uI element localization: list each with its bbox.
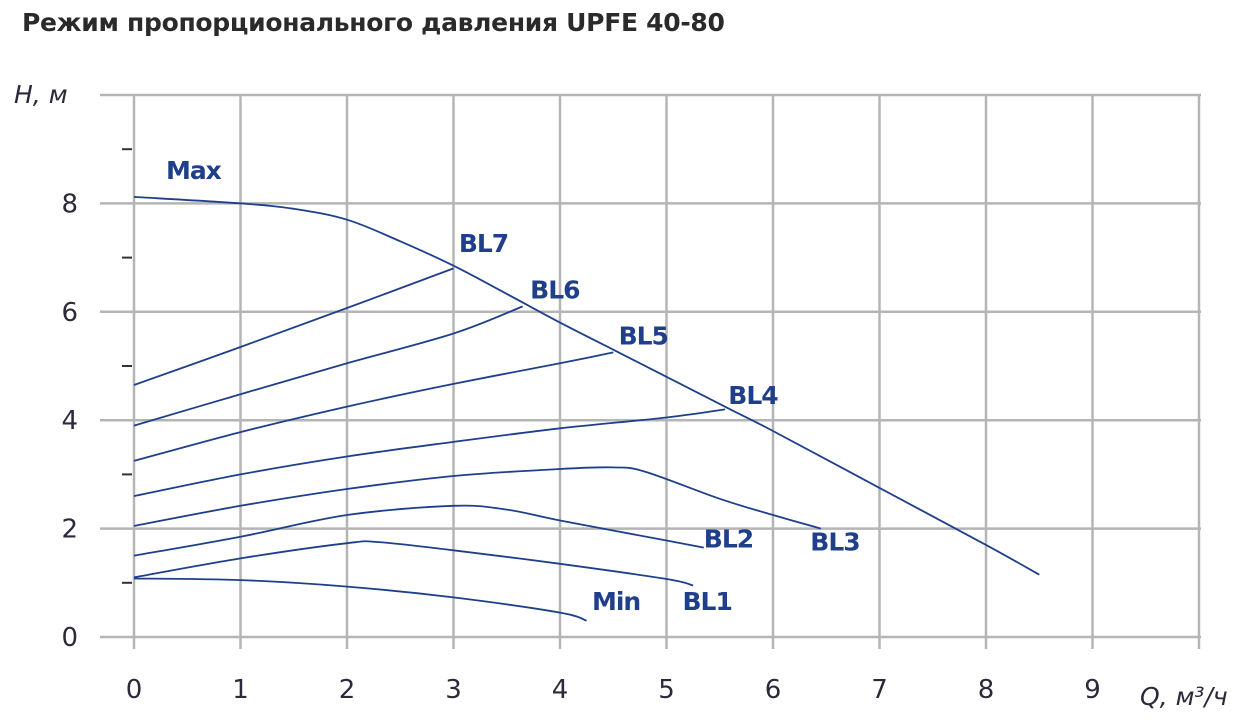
curve-label-bl4: BL4	[728, 381, 778, 410]
x-tick-label: 8	[978, 675, 995, 705]
x-tick-label: 4	[552, 675, 569, 705]
curve-label-bl7: BL7	[459, 229, 508, 258]
curve-labels: Max BL7 BL6 BL5 BL4 BL3 BL2 BL1 Min	[166, 156, 861, 616]
curve-label-bl6: BL6	[530, 275, 580, 304]
curve-bl7	[133, 267, 454, 386]
curve-label-bl2: BL2	[704, 525, 753, 554]
axis-ticks: 0 1 2 3 4 5 6 7 8 9 0 2 4 6 8	[61, 189, 1100, 705]
x-tick-label: 5	[658, 675, 675, 705]
curve-bl1	[133, 540, 694, 587]
y-tick-label: 2	[61, 515, 78, 545]
grid	[100, 93, 1201, 649]
x-tick-label: 0	[126, 675, 143, 705]
y-tick-label: 4	[61, 406, 78, 436]
x-tick-label: 2	[339, 675, 356, 705]
chart-title: Режим пропорционального давления UPFE 40…	[22, 8, 725, 37]
curve-label-bl3: BL3	[810, 527, 859, 556]
y-tick-label: 8	[61, 189, 78, 219]
curve-label-max: Max	[166, 156, 222, 185]
y-tick-label: 0	[61, 623, 78, 653]
x-axis-label: Q, м³/ч	[1140, 682, 1228, 711]
curve-bl5	[133, 351, 614, 462]
y-axis-label: H, м	[14, 80, 68, 109]
x-tick-label: 7	[871, 675, 888, 705]
y-tick-label: 6	[61, 298, 78, 328]
curve-min	[133, 577, 587, 622]
curve-label-bl1: BL1	[682, 587, 731, 616]
x-tick-label: 9	[1084, 675, 1101, 705]
curve-bl4	[133, 408, 726, 497]
curve-bl3	[133, 466, 822, 530]
curves	[133, 196, 1040, 622]
x-tick-label: 6	[765, 675, 782, 705]
curve-bl6	[133, 305, 524, 427]
curve-max	[133, 196, 1040, 576]
x-tick-label: 3	[445, 675, 462, 705]
curve-label-bl5: BL5	[619, 321, 668, 350]
curve-bl2	[133, 504, 704, 557]
curve-label-min: Min	[592, 587, 640, 616]
x-tick-label: 1	[232, 675, 249, 705]
